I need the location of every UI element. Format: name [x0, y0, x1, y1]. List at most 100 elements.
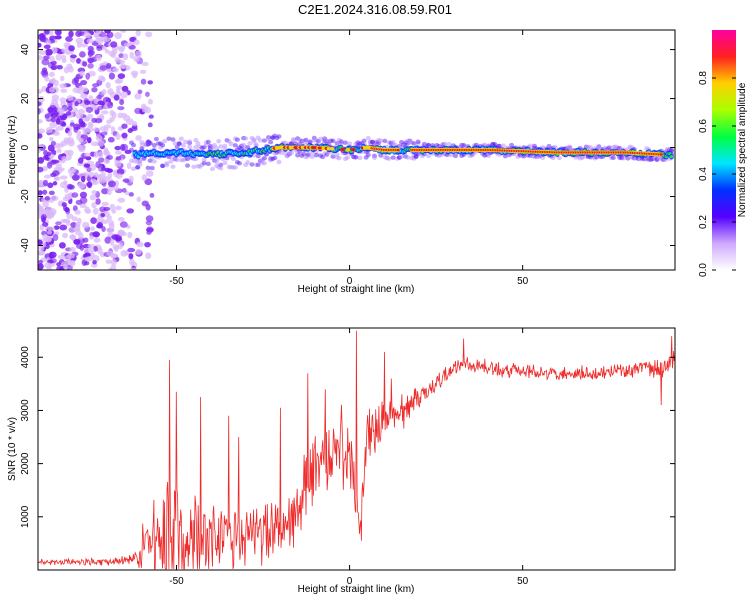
noise-point — [107, 88, 114, 96]
noise-point — [121, 123, 128, 129]
noise-point — [66, 95, 74, 101]
ridge-halo-point — [243, 136, 249, 141]
noise-point — [55, 125, 64, 131]
noise-point — [52, 170, 60, 177]
noise-point — [85, 256, 94, 262]
noise-point — [88, 171, 95, 178]
noise-point — [65, 110, 72, 116]
noise-point — [85, 209, 92, 214]
noise-point — [71, 174, 80, 181]
colorbar-gradient-bar — [712, 30, 736, 270]
noise-point — [78, 232, 84, 240]
noise-point — [61, 48, 69, 53]
ridge-halo-point — [610, 155, 616, 161]
noise-point — [96, 222, 104, 229]
noise-point — [130, 70, 139, 77]
ridge-hot-point — [659, 153, 663, 156]
ridge-halo-point — [556, 155, 562, 161]
noise-point — [128, 175, 134, 183]
noise-point — [100, 131, 108, 136]
noise-point — [149, 192, 155, 198]
noise-point — [70, 222, 77, 228]
noise-point — [102, 176, 110, 182]
noise-point — [95, 134, 103, 142]
noise-point — [101, 88, 107, 95]
noise-point — [59, 224, 68, 231]
noise-point — [65, 36, 73, 42]
noise-point — [49, 136, 54, 142]
ridge-halo-point — [201, 160, 207, 166]
noise-point — [147, 80, 153, 85]
noise-point — [38, 259, 43, 265]
noise-point — [55, 163, 62, 169]
noise-point — [69, 54, 77, 59]
noise-point — [79, 70, 85, 77]
noise-point — [140, 103, 147, 109]
noise-point — [134, 50, 142, 58]
y-tick-label: -20 — [20, 189, 31, 204]
ridge-halo-point — [147, 140, 153, 146]
noise-point — [77, 157, 84, 164]
noise-point — [67, 101, 73, 107]
noise-point — [120, 249, 128, 257]
ridge-halo-point — [415, 151, 421, 156]
noise-point — [49, 121, 58, 129]
noise-point — [44, 196, 51, 201]
noise-point — [64, 193, 73, 200]
noise-point — [41, 67, 48, 73]
noise-point — [82, 221, 90, 229]
noise-point — [42, 222, 49, 227]
ridge-halo-point — [426, 153, 432, 159]
noise-point — [93, 151, 99, 158]
noise-point — [129, 51, 135, 59]
noise-point — [122, 53, 129, 61]
ridge-halo-point — [128, 158, 134, 164]
noise-point — [42, 165, 48, 172]
noise-point — [112, 244, 120, 250]
noise-point — [102, 96, 111, 104]
noise-point — [38, 250, 46, 256]
noise-point — [121, 85, 129, 92]
snr-x-ticks: -50 0 50 — [169, 328, 529, 587]
y-tick-label: 20 — [20, 93, 31, 105]
ridge-halo-point — [527, 143, 533, 149]
ridge-halo-point — [218, 144, 224, 149]
ridge-halo-point — [303, 137, 309, 143]
noise-point — [55, 30, 62, 37]
noise-point — [121, 143, 129, 151]
noise-point — [107, 189, 112, 196]
chart-title: C2E1.2024.316.08.59.R01 — [298, 2, 452, 17]
ridge-halo-point — [205, 161, 211, 167]
noise-point — [38, 239, 43, 246]
noise-point — [95, 54, 102, 62]
ridge-halo-point — [390, 155, 396, 160]
noise-point — [147, 122, 153, 128]
colorbar-ticks: 0.0 0.2 0.4 0.6 0.8 — [698, 71, 736, 277]
noise-point — [53, 79, 59, 87]
ridge-halo-point — [160, 163, 166, 169]
noise-point — [44, 76, 50, 82]
y-tick-label: 1000 — [20, 505, 31, 528]
snr-series-line — [38, 330, 675, 570]
noise-point — [63, 180, 68, 185]
ridge-halo-point — [261, 156, 267, 161]
colorbar-tick-label: 0.4 — [698, 167, 709, 181]
noise-point — [71, 216, 78, 222]
noise-point — [59, 120, 66, 127]
noise-point — [75, 199, 83, 205]
ridge-hot-point — [340, 147, 346, 152]
noise-point — [97, 140, 105, 147]
noise-point — [42, 208, 51, 215]
noise-point — [91, 117, 98, 123]
noise-point — [114, 79, 121, 84]
noise-point — [48, 86, 56, 93]
noise-point — [48, 190, 55, 196]
noise-point — [136, 196, 141, 203]
noise-point — [77, 182, 86, 190]
noise-point — [74, 209, 81, 215]
ridge-halo-point — [442, 141, 448, 147]
ridge-halo-point — [195, 141, 201, 146]
noise-point — [108, 72, 116, 80]
noise-point — [114, 145, 121, 151]
